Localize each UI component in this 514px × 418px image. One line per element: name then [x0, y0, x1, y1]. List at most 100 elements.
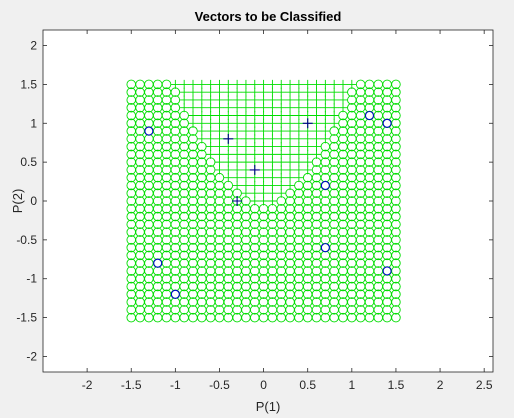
region-plus-marker	[312, 79, 322, 89]
region-plus-marker	[285, 79, 295, 89]
region-circle-marker	[391, 242, 401, 253]
region-plus-marker	[232, 126, 242, 136]
region-plus-marker	[276, 103, 286, 113]
region-plus-marker	[259, 79, 269, 89]
region-plus-marker	[259, 142, 269, 152]
circle-data-point	[364, 110, 375, 121]
region-plus-marker	[312, 111, 322, 120]
region-circle-marker	[391, 250, 401, 261]
region-plus-marker	[294, 87, 304, 97]
region-circle-marker	[391, 273, 401, 284]
region-plus-marker	[250, 95, 260, 105]
x-tick-label: -2	[82, 378, 93, 392]
region-plus-marker	[250, 149, 260, 159]
region-plus-marker	[259, 103, 269, 113]
region-plus-marker	[188, 79, 198, 89]
region-plus-marker	[276, 149, 286, 159]
region-plus-marker	[285, 157, 295, 167]
region-plus-marker	[312, 142, 322, 152]
region-plus-marker	[241, 134, 251, 144]
region-plus-marker	[250, 188, 260, 198]
region-plus-marker	[294, 165, 304, 175]
region-plus-marker	[294, 118, 304, 128]
region-plus-marker	[267, 87, 277, 97]
circle-data-point	[153, 258, 163, 268]
region-plus-marker	[259, 126, 269, 136]
region-plus-marker	[241, 173, 251, 183]
region-circle-marker	[391, 110, 401, 121]
region-plus-marker	[214, 142, 224, 152]
region-plus-marker	[303, 157, 313, 167]
region-plus-marker	[223, 87, 233, 97]
region-plus-marker	[276, 118, 286, 128]
region-plus-marker	[294, 95, 304, 105]
region-circle-marker	[179, 118, 189, 129]
y-tick-label: -0.5	[16, 233, 37, 247]
region-plus-marker	[241, 79, 251, 89]
region-plus-marker	[241, 180, 251, 190]
region-circle-marker	[391, 172, 401, 183]
region-plus-marker	[197, 111, 207, 120]
region-plus-marker	[259, 95, 269, 105]
region-circle-marker	[391, 258, 401, 268]
region-plus-marker	[259, 134, 269, 144]
region-plus-marker	[276, 79, 286, 89]
region-plus-marker	[329, 79, 339, 89]
region-plus-marker	[232, 95, 242, 105]
y-axis-label: P(2)	[10, 189, 25, 214]
circle-data-point	[382, 118, 392, 128]
region-plus-marker	[294, 142, 304, 152]
region-plus-marker	[285, 126, 295, 136]
region-plus-marker	[206, 126, 216, 136]
region-plus-marker	[214, 79, 224, 89]
region-plus-marker	[250, 103, 260, 113]
region-plus-marker	[259, 188, 269, 198]
region-plus-marker	[285, 142, 295, 152]
region-plus-marker	[259, 149, 269, 159]
region-plus-marker	[241, 95, 251, 105]
region-plus-marker	[294, 134, 304, 144]
region-plus-marker	[276, 126, 286, 136]
region-plus-marker	[232, 173, 242, 183]
region-plus-marker	[170, 79, 180, 89]
region-plus-marker	[329, 87, 339, 97]
region-plus-marker	[214, 111, 224, 120]
region-circle-marker	[170, 95, 181, 105]
region-plus-marker	[294, 111, 304, 120]
plus-data-point	[232, 196, 243, 206]
region-plus-marker	[294, 79, 304, 89]
region-plus-marker	[206, 79, 216, 89]
region-plus-marker	[267, 180, 277, 190]
region-circle-marker	[391, 297, 401, 307]
region-circle-marker	[391, 305, 401, 315]
y-tick-label: -2	[26, 349, 37, 363]
y-tick-label: -1.5	[16, 311, 37, 325]
region-circle-marker	[170, 102, 181, 113]
region-plus-marker	[223, 157, 233, 167]
region-plus-marker	[206, 149, 216, 159]
region-plus-marker	[223, 111, 233, 120]
circle-data-point	[320, 243, 330, 253]
region-plus-marker	[276, 180, 286, 190]
region-plus-marker	[188, 111, 198, 120]
region-plus-marker	[259, 196, 269, 206]
x-tick-label: 1.5	[388, 378, 405, 392]
region-plus-marker	[206, 118, 216, 128]
region-plus-marker	[223, 149, 233, 159]
region-plus-marker	[276, 157, 286, 167]
region-plus-marker	[267, 134, 277, 144]
region-plus-marker	[250, 79, 260, 89]
region-plus-marker	[223, 79, 233, 89]
region-circle-marker	[391, 141, 401, 152]
region-plus-marker	[250, 134, 260, 144]
region-plus-marker	[267, 118, 277, 128]
region-plus-marker	[312, 95, 322, 105]
region-plus-marker	[259, 87, 269, 97]
region-plus-marker	[188, 118, 198, 128]
x-tick-label: 2.5	[476, 378, 493, 392]
region-plus-marker	[347, 79, 357, 89]
region-plus-marker	[179, 87, 189, 97]
region-plus-marker	[267, 188, 277, 198]
region-plus-marker	[223, 95, 233, 105]
region-plus-marker	[250, 142, 260, 152]
